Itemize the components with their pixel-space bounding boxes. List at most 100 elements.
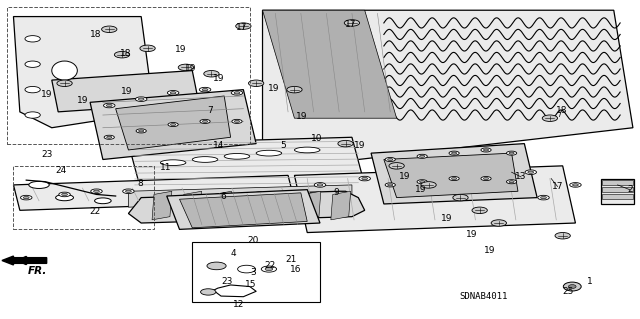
Text: 19: 19: [441, 214, 452, 223]
Text: 19: 19: [415, 185, 427, 194]
Polygon shape: [371, 144, 537, 204]
Ellipse shape: [385, 158, 396, 161]
Ellipse shape: [20, 195, 32, 200]
Ellipse shape: [491, 220, 506, 226]
Ellipse shape: [563, 282, 581, 291]
Ellipse shape: [224, 153, 250, 159]
Ellipse shape: [234, 92, 240, 94]
Polygon shape: [262, 10, 397, 118]
Text: 13: 13: [515, 173, 527, 182]
Text: 8: 8: [137, 179, 143, 188]
Ellipse shape: [294, 147, 320, 153]
Ellipse shape: [106, 104, 112, 107]
Text: 19: 19: [41, 90, 52, 99]
Ellipse shape: [265, 268, 273, 271]
Ellipse shape: [95, 198, 111, 204]
Ellipse shape: [25, 86, 40, 93]
Ellipse shape: [202, 120, 207, 122]
Ellipse shape: [104, 135, 115, 139]
Ellipse shape: [472, 207, 487, 213]
Polygon shape: [13, 17, 154, 128]
Bar: [7, 7, 250, 144]
Text: 1: 1: [587, 277, 593, 286]
Polygon shape: [602, 180, 633, 185]
Ellipse shape: [317, 184, 323, 186]
Text: 17: 17: [552, 182, 563, 191]
Ellipse shape: [138, 98, 144, 100]
Text: 7: 7: [207, 106, 213, 115]
Bar: [13, 166, 154, 229]
Ellipse shape: [171, 123, 175, 126]
Text: SDNAB4011: SDNAB4011: [460, 292, 508, 301]
Polygon shape: [129, 191, 365, 223]
Ellipse shape: [362, 177, 367, 180]
Polygon shape: [52, 70, 198, 112]
Ellipse shape: [136, 97, 147, 101]
Ellipse shape: [168, 91, 179, 95]
Ellipse shape: [388, 184, 393, 186]
Text: 18: 18: [120, 48, 131, 58]
Ellipse shape: [236, 23, 251, 29]
Text: 3: 3: [250, 268, 256, 277]
Text: FR.: FR.: [28, 266, 47, 276]
Polygon shape: [129, 185, 352, 207]
Ellipse shape: [52, 61, 77, 80]
Ellipse shape: [420, 181, 425, 183]
Ellipse shape: [200, 289, 216, 295]
Ellipse shape: [483, 149, 488, 151]
Text: 19: 19: [466, 230, 477, 239]
Ellipse shape: [506, 151, 516, 155]
Ellipse shape: [449, 151, 460, 155]
Polygon shape: [602, 194, 633, 199]
Ellipse shape: [29, 182, 49, 189]
Ellipse shape: [199, 87, 211, 92]
Ellipse shape: [200, 119, 210, 123]
Text: 6: 6: [220, 191, 226, 201]
Ellipse shape: [573, 184, 579, 186]
Ellipse shape: [115, 51, 130, 58]
Ellipse shape: [481, 148, 491, 152]
Text: 18: 18: [90, 30, 101, 39]
Polygon shape: [602, 187, 633, 192]
Ellipse shape: [555, 233, 570, 239]
Text: 23: 23: [221, 277, 233, 286]
Ellipse shape: [256, 150, 282, 156]
Polygon shape: [116, 96, 230, 150]
Polygon shape: [262, 10, 633, 160]
Ellipse shape: [388, 159, 393, 160]
Ellipse shape: [170, 92, 176, 94]
Ellipse shape: [237, 265, 255, 273]
Ellipse shape: [59, 192, 70, 197]
Ellipse shape: [56, 195, 74, 201]
Polygon shape: [129, 137, 365, 191]
Text: 16: 16: [290, 264, 301, 274]
Text: 22: 22: [264, 261, 276, 271]
Text: 11: 11: [160, 163, 172, 172]
Polygon shape: [241, 191, 261, 220]
Ellipse shape: [57, 80, 72, 86]
Text: 17: 17: [236, 23, 248, 32]
Ellipse shape: [542, 115, 557, 122]
Ellipse shape: [192, 157, 218, 162]
Polygon shape: [13, 175, 294, 210]
Text: 9: 9: [333, 188, 339, 197]
Ellipse shape: [91, 189, 102, 194]
Ellipse shape: [506, 180, 516, 184]
Ellipse shape: [25, 61, 40, 67]
Ellipse shape: [314, 182, 326, 187]
Text: 12: 12: [232, 300, 244, 308]
Ellipse shape: [417, 180, 428, 184]
Ellipse shape: [483, 178, 488, 180]
Text: 19: 19: [268, 84, 280, 93]
Text: 20: 20: [247, 236, 259, 245]
Ellipse shape: [61, 193, 67, 196]
Ellipse shape: [261, 266, 276, 272]
Text: 19: 19: [213, 74, 225, 83]
Text: 19: 19: [354, 141, 365, 150]
Ellipse shape: [420, 155, 425, 157]
Ellipse shape: [528, 171, 534, 173]
Ellipse shape: [204, 70, 219, 77]
Ellipse shape: [234, 120, 239, 122]
Ellipse shape: [344, 20, 360, 26]
Polygon shape: [167, 190, 320, 229]
